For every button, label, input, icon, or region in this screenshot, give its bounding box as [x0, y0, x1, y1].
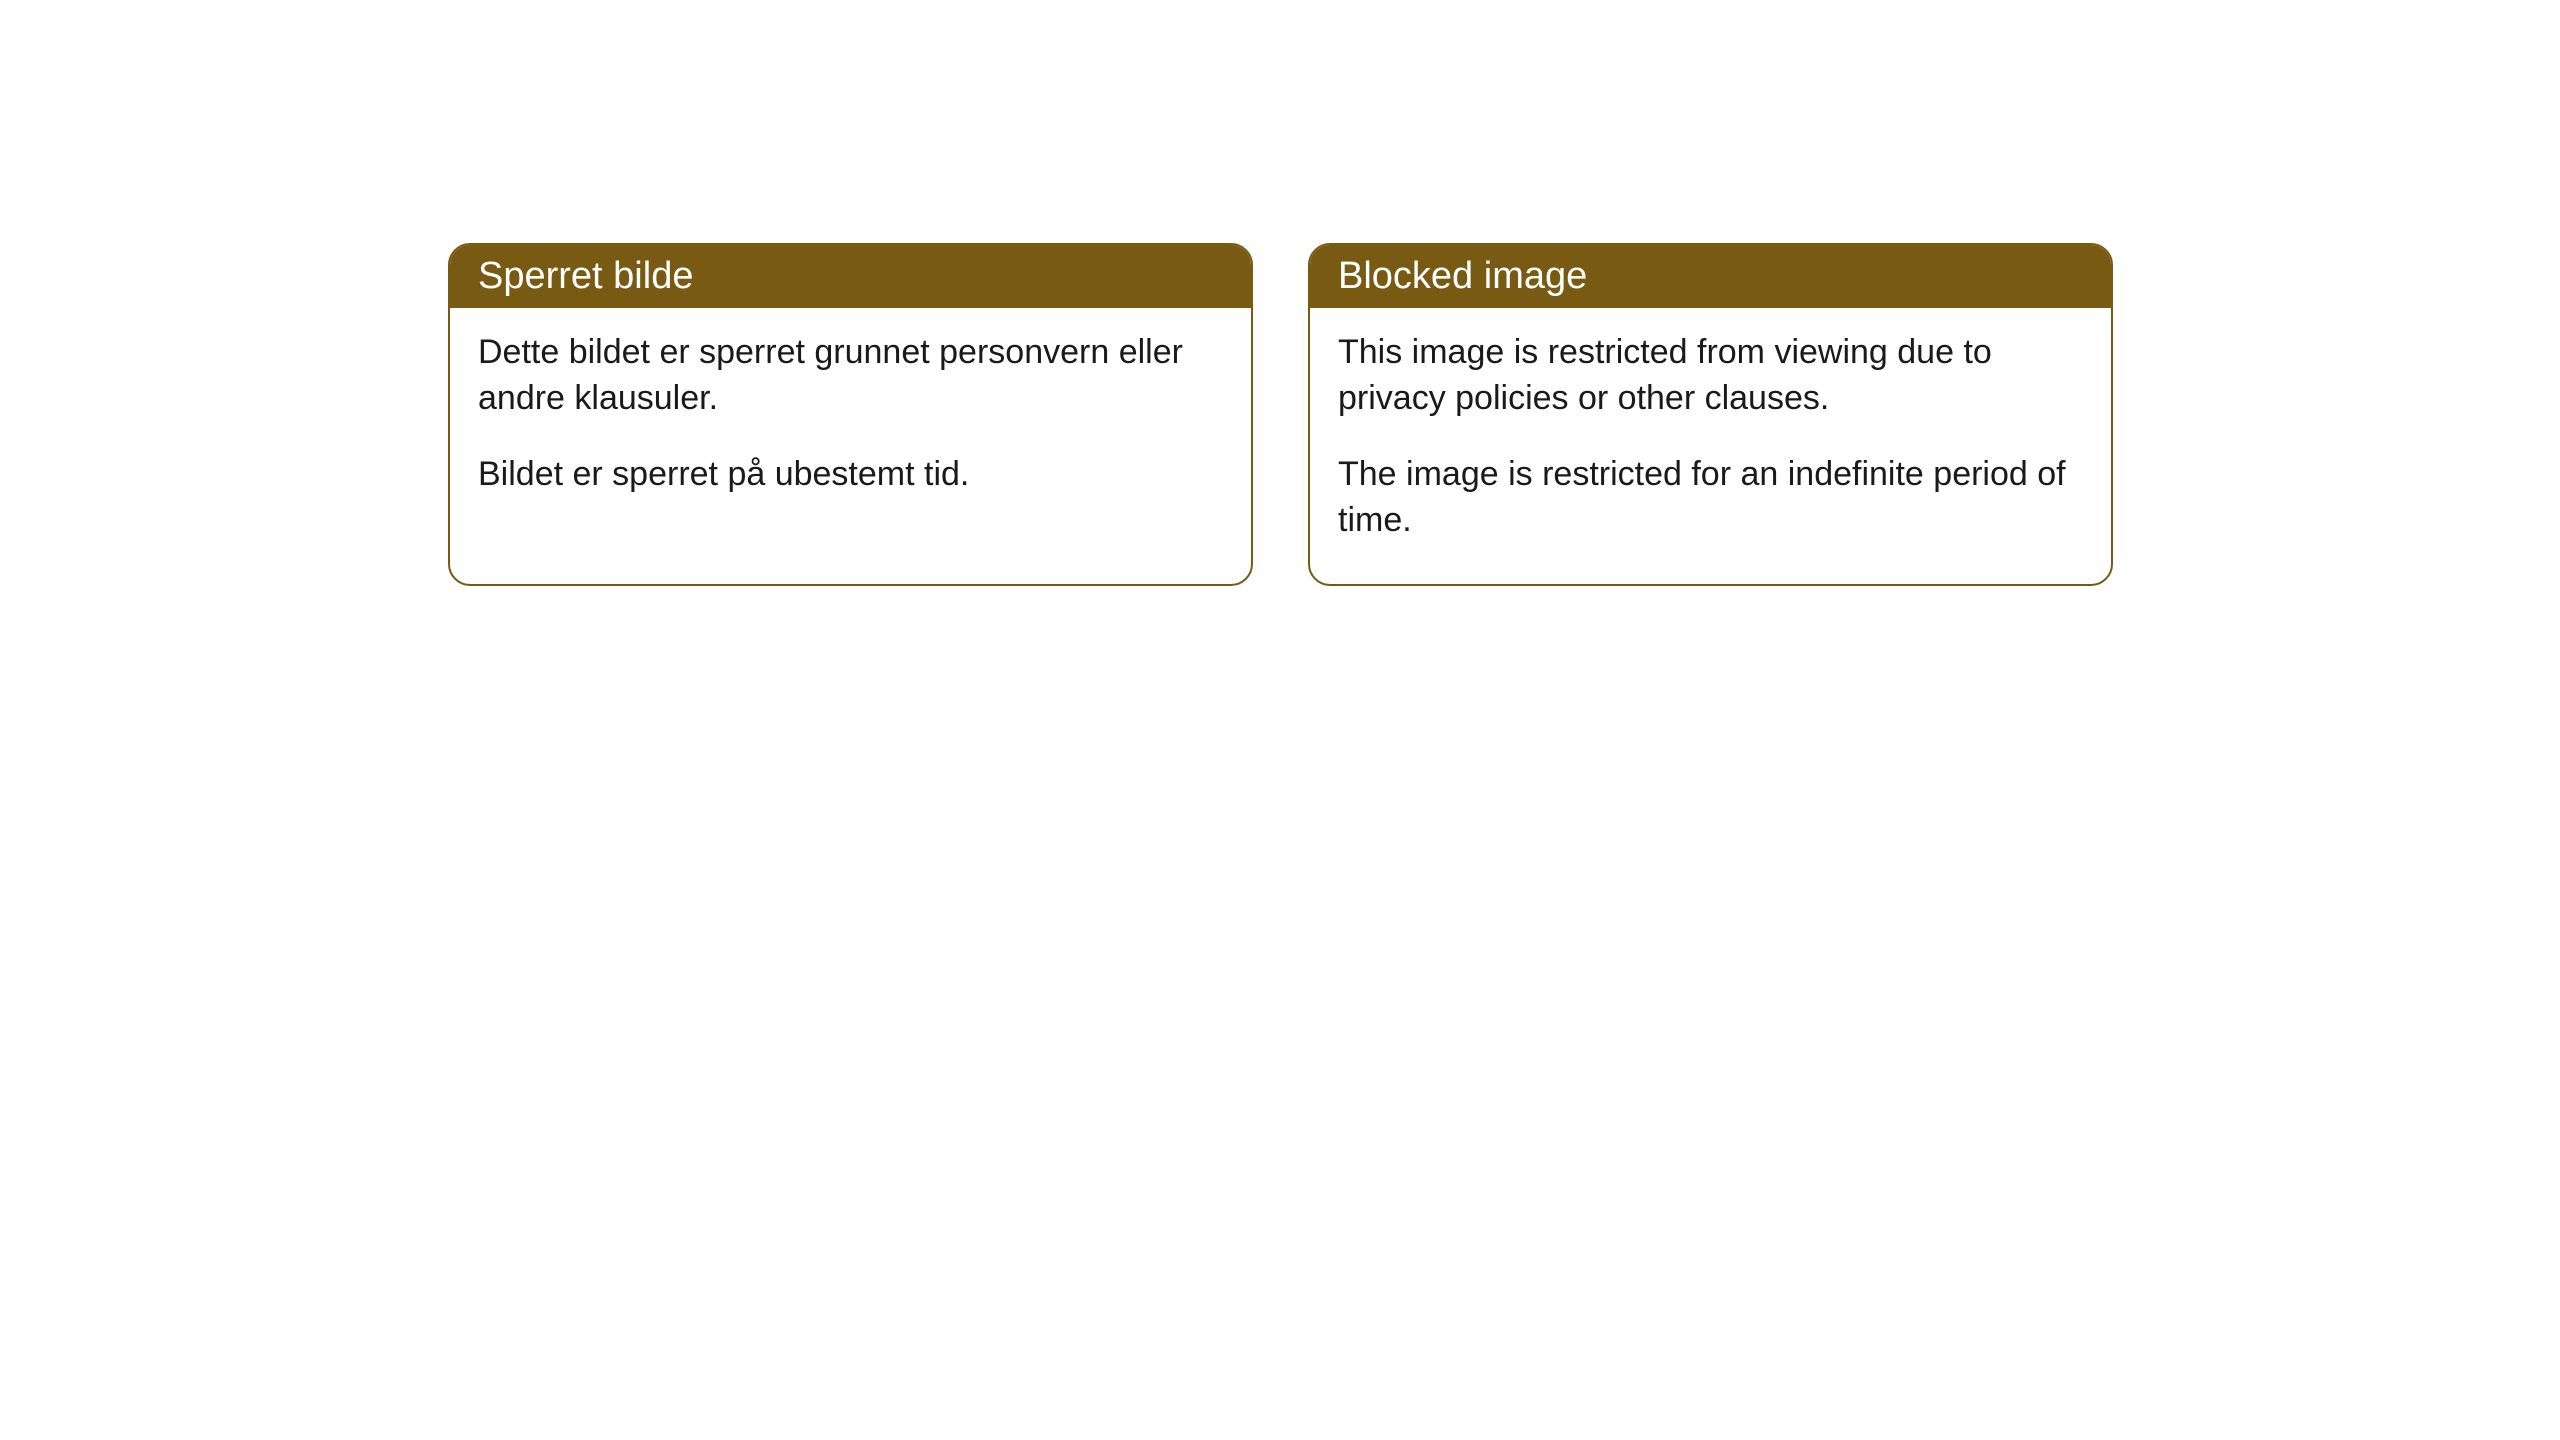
card-header: Sperret bilde: [450, 245, 1251, 308]
card-title: Blocked image: [1338, 255, 1587, 297]
blocked-image-card-english: Blocked image This image is restricted f…: [1308, 243, 2113, 586]
card-paragraph-1: Dette bildet er sperret grunnet personve…: [478, 330, 1223, 422]
card-paragraph-2: Bildet er sperret på ubestemt tid.: [478, 452, 1223, 498]
card-paragraph-2: The image is restricted for an indefinit…: [1338, 452, 2083, 544]
cards-container: Sperret bilde Dette bildet er sperret gr…: [448, 243, 2113, 586]
card-header: Blocked image: [1310, 245, 2111, 308]
card-paragraph-1: This image is restricted from viewing du…: [1338, 330, 2083, 422]
card-title: Sperret bilde: [478, 255, 693, 297]
card-body: Dette bildet er sperret grunnet personve…: [450, 308, 1251, 538]
card-body: This image is restricted from viewing du…: [1310, 308, 2111, 584]
blocked-image-card-norwegian: Sperret bilde Dette bildet er sperret gr…: [448, 243, 1253, 586]
